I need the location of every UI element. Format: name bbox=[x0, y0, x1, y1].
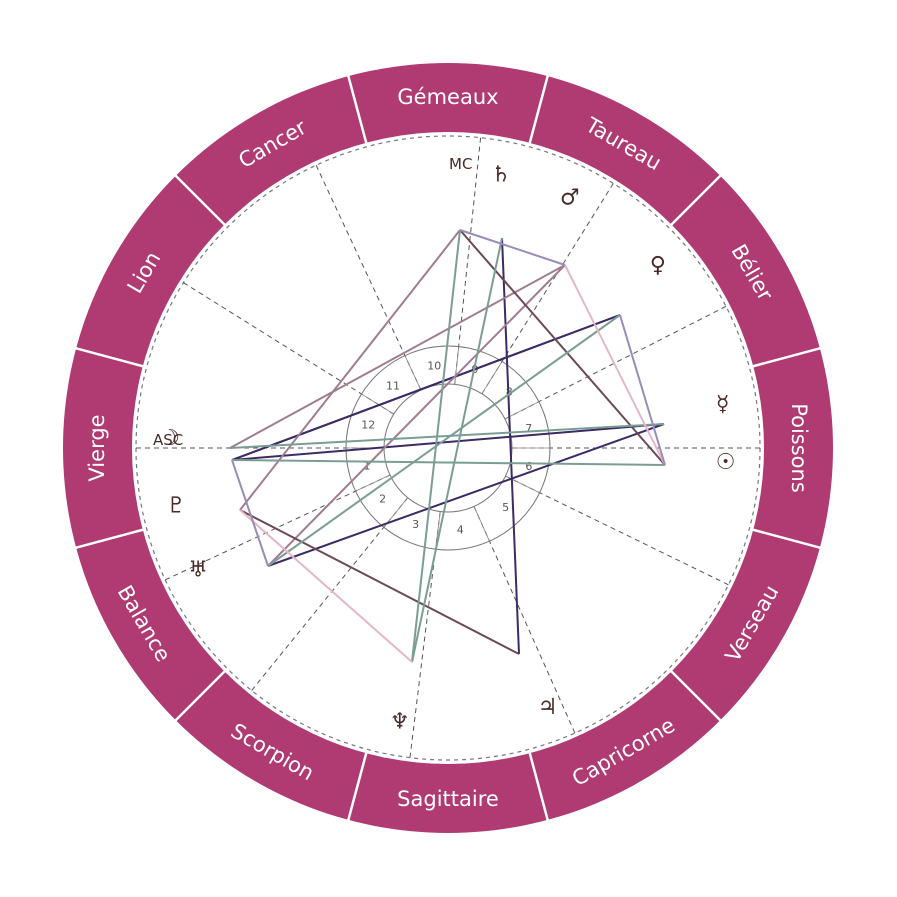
house-number-3: 3 bbox=[412, 518, 419, 531]
aspect-line bbox=[411, 237, 503, 663]
sign-divider bbox=[346, 750, 368, 823]
aspect-line bbox=[231, 423, 665, 461]
aspect-lines bbox=[229, 229, 666, 663]
house-number-12: 12 bbox=[361, 419, 375, 432]
sign-divider bbox=[73, 346, 146, 368]
chart-disc bbox=[132, 132, 764, 764]
aspect-line bbox=[239, 509, 413, 663]
house-tick bbox=[473, 506, 490, 542]
house-tick bbox=[361, 393, 394, 415]
sign-divider bbox=[528, 750, 550, 823]
sign-divider bbox=[528, 73, 550, 146]
aspect-line bbox=[459, 229, 566, 266]
house-tick bbox=[355, 474, 391, 492]
house-number-5: 5 bbox=[502, 501, 509, 514]
mc-label: MC bbox=[449, 155, 472, 173]
jupiter-glyph: ♃ bbox=[538, 695, 558, 720]
sign-divider bbox=[669, 173, 723, 227]
house-number-2: 2 bbox=[379, 493, 386, 506]
sun-glyph: ☉ bbox=[716, 450, 736, 475]
sign-label-3: Poissons bbox=[787, 403, 811, 493]
house-tick bbox=[404, 355, 422, 391]
sign-divider bbox=[750, 528, 823, 550]
aspect-line bbox=[267, 264, 566, 567]
sign-divider bbox=[346, 73, 368, 146]
house-number-7: 7 bbox=[525, 422, 532, 435]
house-number-4: 4 bbox=[457, 524, 464, 537]
house-number-10: 10 bbox=[427, 360, 441, 373]
sign-divider bbox=[669, 669, 723, 723]
asc-label: ASC bbox=[153, 431, 183, 449]
aspect-line bbox=[231, 459, 666, 466]
neptune-glyph: ♆ bbox=[390, 709, 410, 734]
uranus-glyph: ♅ bbox=[188, 557, 208, 582]
aspect-line bbox=[231, 459, 269, 567]
planet-glyphs: ♄ ♂ ♀ ☿ ☉ ♃ ♆ ♅ ♇ ☽ bbox=[160, 163, 735, 735]
house-tick bbox=[454, 346, 460, 385]
angle-labels: ASC MC bbox=[153, 155, 472, 449]
sign-label-0: Gémeaux bbox=[397, 85, 498, 109]
sign-dividers bbox=[73, 73, 823, 823]
sign-label-9: Vierge bbox=[85, 414, 109, 481]
sign-divider bbox=[173, 669, 227, 723]
sign-label-6: Sagittaire bbox=[397, 787, 499, 811]
house-tick bbox=[504, 401, 540, 420]
aspect-line bbox=[267, 423, 665, 567]
venus-glyph: ♀ bbox=[650, 253, 666, 278]
house-number-6: 6 bbox=[525, 460, 532, 473]
aspect-line bbox=[501, 237, 520, 655]
aspect-line bbox=[267, 314, 621, 567]
aspect-line bbox=[564, 264, 666, 466]
house-tick bbox=[481, 361, 503, 394]
house-number-11: 11 bbox=[386, 379, 400, 392]
mars-glyph: ♂ bbox=[560, 186, 580, 211]
aspect-line bbox=[229, 423, 665, 449]
sign-divider bbox=[73, 528, 146, 550]
sign-divider bbox=[750, 346, 823, 368]
aspect-line bbox=[229, 264, 566, 449]
aspect-line bbox=[239, 509, 520, 655]
sign-divider bbox=[173, 173, 227, 227]
moon-glyph: ☽ bbox=[160, 426, 180, 451]
aspect-line bbox=[619, 314, 666, 466]
aspect-line bbox=[239, 229, 461, 511]
pluto-glyph: ♇ bbox=[166, 493, 186, 518]
saturn-glyph: ♄ bbox=[491, 163, 511, 188]
mercury-glyph: ☿ bbox=[716, 392, 730, 417]
